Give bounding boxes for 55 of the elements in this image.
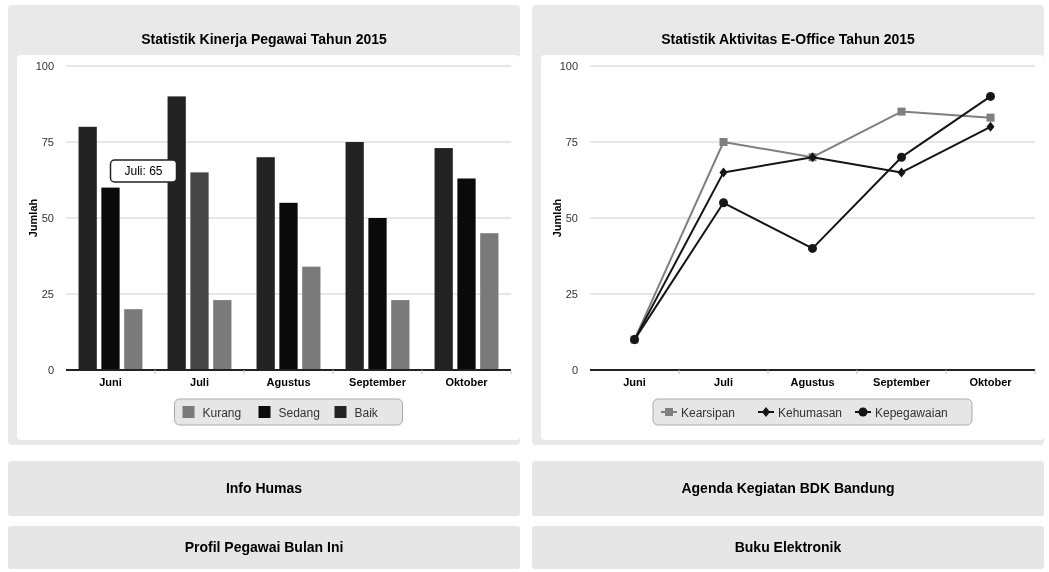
x-tick-label: Juni [99,376,122,388]
bar [368,218,387,370]
point [897,152,906,162]
text: Buku Elektronik [734,539,842,555]
bar [391,300,410,370]
y-tick-label: 100 [559,60,578,72]
chart-title: Statistik Aktivitas E-Office Tahun 2015 [661,31,916,47]
annotation: Juli: 65 [124,164,163,178]
point [897,167,906,178]
bar [213,300,232,370]
y-tick-label: 75 [565,136,578,148]
legend-label: Kepegawaian [875,406,948,420]
text: Info Humas [225,480,303,496]
bar [101,187,120,370]
point [719,167,728,178]
y-tick-label: 25 [41,288,54,300]
point [986,121,995,132]
legend-label: Kurang [202,406,242,420]
y-tick-label: 0 [47,364,54,376]
x-tick-label: Juli [190,376,209,388]
x-tick-label: Juni [623,376,646,388]
point [986,113,995,122]
bar [124,309,143,370]
y-axis-title: Jumlah [27,198,39,238]
bar [190,172,209,370]
chart-title: Statistik Kinerja Pegawai Tahun 2015 [141,31,388,47]
y-tick-label: 50 [565,212,578,224]
legend-label: Kehumasan [778,406,843,420]
y-tick-label: 100 [35,60,54,72]
y-tick-label: 50 [41,212,54,224]
bar [279,202,298,370]
legend-label: Kearsipan [681,406,736,420]
text: Agenda Kegiatan BDK Bandung [681,480,895,496]
x-tick-label: September [873,376,931,388]
x-tick-label: Juli [714,376,733,388]
point [986,91,995,101]
y-tick-label: 25 [565,288,578,300]
point [897,107,906,116]
x-tick-label: Oktober [969,376,1013,388]
y-tick-label: 75 [41,136,54,148]
legend-label: Baik [354,406,379,420]
x-tick-label: Agustus [266,376,311,388]
x-tick-label: Oktober [445,376,489,388]
point [719,198,728,208]
bar [457,178,476,370]
point [808,243,817,253]
bar [480,233,499,370]
text: Profil Pegawai Bulan Ini [184,539,344,555]
y-axis-title: Jumlah [551,198,563,238]
legend-label: Sedang [278,406,320,420]
y-tick-label: 0 [571,364,578,376]
x-tick-label: Agustus [790,376,835,388]
point [719,138,728,146]
bar [302,266,321,370]
x-tick-label: September [349,376,407,388]
